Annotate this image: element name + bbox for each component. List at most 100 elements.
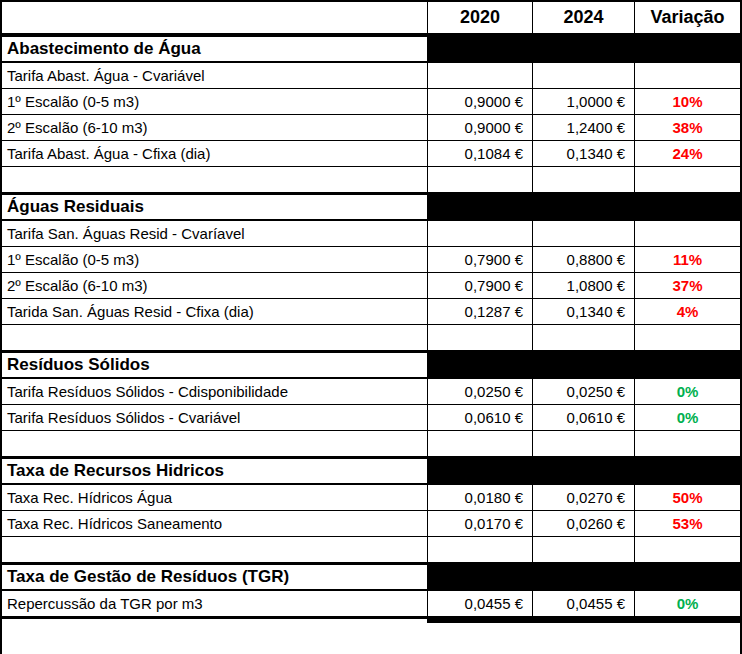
table-row: 1º Escalão (0-5 m3) 0,9000 € 1,0000 € 10… bbox=[2, 89, 740, 115]
section-title[interactable]: Resíduos Sólidos bbox=[2, 353, 428, 377]
section-black-fill[interactable] bbox=[428, 565, 740, 589]
section-title[interactable]: Águas Residuais bbox=[2, 195, 428, 219]
cell-variation[interactable]: 37% bbox=[635, 273, 740, 298]
cell-variation[interactable]: 0% bbox=[635, 591, 740, 616]
cell-2020[interactable] bbox=[428, 431, 533, 456]
cell-variation[interactable]: 53% bbox=[635, 511, 740, 536]
table-row: Tarida San. Águas Resid - Cfixa (dia) 0,… bbox=[2, 299, 740, 325]
cell-2024[interactable]: 1,0000 € bbox=[533, 89, 635, 114]
cell-2024[interactable]: 0,1340 € bbox=[533, 141, 635, 166]
cell-2020[interactable] bbox=[428, 167, 533, 192]
section-row-residuos-solidos: Resíduos Sólidos bbox=[2, 351, 740, 379]
cell-variation[interactable]: 24% bbox=[635, 141, 740, 166]
section-row-partial-bottom bbox=[2, 617, 740, 623]
cell-2020[interactable]: 0,7900 € bbox=[428, 247, 533, 272]
cell-2024[interactable] bbox=[533, 63, 635, 88]
cell-2020[interactable] bbox=[428, 537, 533, 562]
cell-label[interactable]: Repercussão da TGR por m3 bbox=[2, 591, 428, 616]
cell-2024[interactable] bbox=[533, 325, 635, 350]
cell-2020[interactable]: 0,9000 € bbox=[428, 115, 533, 140]
cell-2024[interactable]: 0,0270 € bbox=[533, 485, 635, 510]
cell-label[interactable] bbox=[2, 537, 428, 562]
cell-2024[interactable] bbox=[533, 431, 635, 456]
cell-label[interactable] bbox=[2, 431, 428, 456]
cell-variation[interactable]: 0% bbox=[635, 405, 740, 430]
section-black-fill[interactable] bbox=[428, 459, 740, 483]
table-row: Taxa Rec. Hídricos Saneamento 0,0170 € 0… bbox=[2, 511, 740, 537]
section-row-taxa-recursos-hidricos: Taxa de Recursos Hidricos bbox=[2, 457, 740, 485]
cell-label[interactable]: 1º Escalão (0-5 m3) bbox=[2, 89, 428, 114]
cell-label[interactable]: Tarifa Resíduos Sólidos - Cdisponibilida… bbox=[2, 379, 428, 404]
cell-label[interactable]: Tarifa San. Águas Resid - Cvaríavel bbox=[2, 221, 428, 246]
cell-2024[interactable]: 0,0455 € bbox=[533, 591, 635, 616]
cell-2020[interactable]: 0,0610 € bbox=[428, 405, 533, 430]
cell-label[interactable]: Tarifa Resíduos Sólidos - Cvariável bbox=[2, 405, 428, 430]
table-row: 2º Escalão (6-10 m3) 0,9000 € 1,2400 € 3… bbox=[2, 115, 740, 141]
cell-label[interactable]: Taxa Rec. Hídricos Saneamento bbox=[2, 511, 428, 536]
cell-label[interactable]: Tarifa Abast. Água - Cfixa (dia) bbox=[2, 141, 428, 166]
cell-2024[interactable] bbox=[533, 167, 635, 192]
cell-2024[interactable]: 0,8800 € bbox=[533, 247, 635, 272]
cell-label[interactable]: 1º Escalão (0-5 m3) bbox=[2, 247, 428, 272]
cell-label[interactable]: Taxa Rec. Hídricos Água bbox=[2, 485, 428, 510]
cell-2024[interactable]: 1,2400 € bbox=[533, 115, 635, 140]
cell-2020[interactable]: 0,0250 € bbox=[428, 379, 533, 404]
header-cell-2020[interactable]: 2020 bbox=[428, 2, 533, 33]
cell-2024[interactable]: 0,0610 € bbox=[533, 405, 635, 430]
cell-2020[interactable]: 0,1084 € bbox=[428, 141, 533, 166]
table-row: 2º Escalão (6-10 m3) 0,7900 € 1,0800 € 3… bbox=[2, 273, 740, 299]
cell-variation[interactable]: 10% bbox=[635, 89, 740, 114]
cell-label[interactable]: 2º Escalão (6-10 m3) bbox=[2, 273, 428, 298]
cell-variation[interactable]: 4% bbox=[635, 299, 740, 324]
cell-2020[interactable]: 0,7900 € bbox=[428, 273, 533, 298]
cell-variation[interactable] bbox=[635, 63, 740, 88]
cell-label[interactable] bbox=[2, 325, 428, 350]
cell-variation[interactable]: 38% bbox=[635, 115, 740, 140]
cell-variation[interactable] bbox=[635, 325, 740, 350]
cell-label[interactable]: Tarida San. Águas Resid - Cfixa (dia) bbox=[2, 299, 428, 324]
cell-variation[interactable]: 0% bbox=[635, 379, 740, 404]
section-black-fill[interactable] bbox=[428, 37, 740, 61]
spacer-row bbox=[2, 325, 740, 351]
spacer-row bbox=[2, 167, 740, 193]
cell-label[interactable] bbox=[2, 167, 428, 192]
cell-variation[interactable]: 50% bbox=[635, 485, 740, 510]
header-cell-variation[interactable]: Variação bbox=[635, 2, 740, 33]
cell-label bbox=[2, 619, 428, 623]
section-row-aguas-residuais: Águas Residuais bbox=[2, 193, 740, 221]
header-cell-2024[interactable]: 2024 bbox=[533, 2, 635, 33]
cell-variation[interactable] bbox=[635, 537, 740, 562]
section-title[interactable]: Abastecimento de Água bbox=[2, 37, 428, 61]
header-cell-empty[interactable] bbox=[2, 2, 428, 33]
section-row-taxa-gestao-residuos-tgr: Taxa de Gestão de Resíduos (TGR) bbox=[2, 563, 740, 591]
cell-2020[interactable]: 0,0170 € bbox=[428, 511, 533, 536]
cell-2020[interactable] bbox=[428, 63, 533, 88]
section-black-fill bbox=[428, 619, 740, 623]
cell-2020[interactable]: 0,0455 € bbox=[428, 591, 533, 616]
cell-2024[interactable] bbox=[533, 537, 635, 562]
cell-2024[interactable]: 0,0250 € bbox=[533, 379, 635, 404]
section-row-abastecimento-de-agua: Abastecimento de Água bbox=[2, 35, 740, 63]
cell-variation[interactable] bbox=[635, 221, 740, 246]
table-row: 1º Escalão (0-5 m3) 0,7900 € 0,8800 € 11… bbox=[2, 247, 740, 273]
cell-variation[interactable]: 11% bbox=[635, 247, 740, 272]
cell-2024[interactable]: 0,0260 € bbox=[533, 511, 635, 536]
cell-2024[interactable]: 0,1340 € bbox=[533, 299, 635, 324]
section-title[interactable]: Taxa de Recursos Hidricos bbox=[2, 459, 428, 483]
cell-label[interactable]: 2º Escalão (6-10 m3) bbox=[2, 115, 428, 140]
cell-label[interactable]: Tarifa Abast. Água - Cvariável bbox=[2, 63, 428, 88]
section-title[interactable]: Taxa de Gestão de Resíduos (TGR) bbox=[2, 565, 428, 589]
tariff-comparison-table: 2020 2024 Variação Abastecimento de Água… bbox=[0, 0, 742, 654]
cell-2020[interactable]: 0,9000 € bbox=[428, 89, 533, 114]
section-black-fill[interactable] bbox=[428, 353, 740, 377]
cell-variation[interactable] bbox=[635, 431, 740, 456]
cell-2020[interactable] bbox=[428, 325, 533, 350]
cell-2024[interactable] bbox=[533, 221, 635, 246]
section-black-fill[interactable] bbox=[428, 195, 740, 219]
spacer-row bbox=[2, 537, 740, 563]
cell-2020[interactable]: 0,1287 € bbox=[428, 299, 533, 324]
cell-2024[interactable]: 1,0800 € bbox=[533, 273, 635, 298]
cell-2020[interactable] bbox=[428, 221, 533, 246]
cell-variation[interactable] bbox=[635, 167, 740, 192]
cell-2020[interactable]: 0,0180 € bbox=[428, 485, 533, 510]
